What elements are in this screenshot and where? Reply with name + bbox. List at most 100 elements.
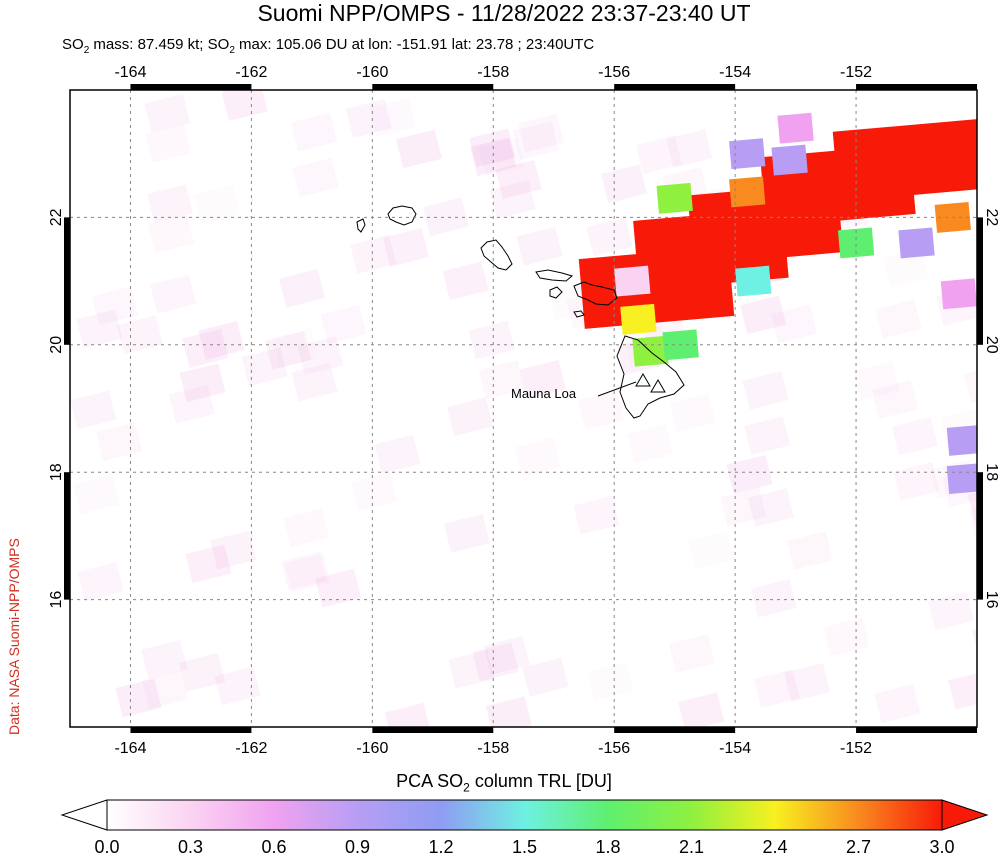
noise-cell [116, 315, 163, 355]
lat-tick-label-right: 20 [983, 336, 1000, 354]
colorbar-tick-label: 2.4 [762, 837, 788, 857]
noise-cell [265, 331, 312, 370]
lat-tick-label-right: 22 [983, 209, 1000, 227]
noise-cell [350, 234, 397, 274]
so2-cell [729, 176, 766, 208]
noise-cell [587, 662, 634, 702]
noise-cell [688, 530, 735, 570]
noise-cell [753, 669, 800, 709]
so2-cell [729, 138, 766, 170]
volcano-marker-icon-2 [650, 379, 666, 393]
noise-cell [726, 455, 773, 494]
colorbar [60, 799, 989, 831]
so2-summary-prefix: SO [62, 36, 84, 53]
noise-cell [179, 363, 226, 403]
border-bar-top [372, 84, 494, 90]
so2-cell [771, 144, 808, 176]
noise-cell [284, 553, 331, 593]
colorbar-tick-label: 1.8 [595, 837, 621, 857]
border-bar-bottom [856, 727, 977, 733]
noise-cell [443, 514, 490, 553]
noise-cell [422, 197, 469, 237]
so2-cell [656, 182, 693, 214]
noise-cell [771, 304, 818, 344]
border-bar-top [856, 84, 977, 90]
noise-cell [91, 286, 138, 326]
lanai-coast [549, 286, 563, 299]
so2-summary-subscript-2: 2 [229, 45, 235, 56]
map-border-bars [64, 84, 983, 733]
map-title: Suomi NPP/OMPS - 11/28/2022 23:37-23:40 … [257, 0, 751, 26]
noise-cell [666, 129, 713, 168]
noise-cell [964, 364, 977, 404]
so2-cell [898, 227, 935, 259]
noise-cell [77, 562, 124, 601]
noise-cell [601, 164, 648, 204]
noise-cell [882, 248, 929, 288]
noise-cell [384, 702, 431, 727]
lat-labels-left: 16 18 20 22 [48, 208, 65, 608]
noise-cell [668, 634, 715, 674]
noise-cell [522, 657, 569, 697]
lon-tick-label-top: -160 [356, 64, 388, 81]
noise-cell [495, 160, 542, 199]
noise-cell [281, 551, 328, 591]
lon-tick-label-bottom: -152 [840, 740, 872, 757]
noise-cell [470, 137, 517, 177]
noise-cell [472, 642, 519, 682]
noise-cell [210, 530, 257, 570]
so2-summary: SO2 mass: 87.459 kt; SO2 max: 105.06 DU … [62, 36, 594, 60]
noise-cell [514, 437, 561, 477]
noise-cell [351, 472, 398, 512]
noise-cell [786, 531, 833, 571]
noise-cell [315, 568, 362, 608]
lon-tick-label-top: -154 [719, 64, 751, 81]
colorbar-tick-label: 0.6 [261, 837, 287, 857]
noise-cell [893, 462, 940, 501]
noise-cell [198, 320, 245, 360]
kahoolawe-coast [573, 310, 585, 318]
so2-cell [777, 112, 814, 144]
noise-cell [512, 121, 559, 160]
noise-cell [214, 666, 261, 706]
colorbar-tick-label: 0.9 [344, 837, 371, 857]
noise-cell [747, 488, 794, 528]
noise-cell [518, 113, 565, 153]
noise-cell [823, 617, 870, 657]
noise-cell [96, 422, 143, 462]
noise-cell [185, 544, 232, 584]
noise-cell [875, 299, 922, 339]
noise-cell [221, 90, 268, 122]
so2-map: -164 -162 -160 -158 -156 -154 -152 -164 -162 -16… [48, 64, 1000, 757]
border-bar-right [977, 472, 983, 600]
colorbar-gradient [106, 799, 943, 831]
so2-summary-subscript: 2 [83, 45, 90, 56]
so2-summary-max: max: 105.06 DU at lon: -151.91 lat: 23.7… [234, 36, 595, 53]
noise-cell [744, 416, 791, 456]
lon-tick-label-bottom: -154 [719, 740, 751, 757]
colorbar-tick-label: 2.7 [845, 837, 872, 857]
noise-cell [784, 663, 831, 702]
background-noise-cells [70, 90, 977, 727]
colorbar-tick-label: 1.2 [428, 837, 454, 857]
lon-tick-label-bottom: -162 [235, 740, 267, 757]
noise-cell [115, 678, 162, 718]
noise-cell [70, 390, 117, 430]
noise-cell [478, 137, 525, 177]
noise-cell [320, 304, 367, 344]
lon-tick-label-top: -162 [235, 64, 267, 81]
volcano-leader-line [597, 381, 637, 397]
noise-cell [519, 359, 566, 399]
noise-cell [291, 112, 338, 152]
so2-cell [940, 278, 977, 310]
colorbar-tick-label: 0.3 [177, 837, 204, 857]
volcano-label: Mauna Loa [511, 386, 577, 401]
noise-cell [168, 384, 215, 424]
so2-cell [614, 265, 651, 297]
lat-lon-grid [70, 90, 977, 727]
lon-tick-label-top: -164 [114, 64, 146, 81]
noise-cell [278, 268, 325, 308]
colorbar-high-arrow [941, 799, 989, 831]
maui-coast [573, 281, 618, 306]
hawaii-coastlines [356, 205, 685, 419]
